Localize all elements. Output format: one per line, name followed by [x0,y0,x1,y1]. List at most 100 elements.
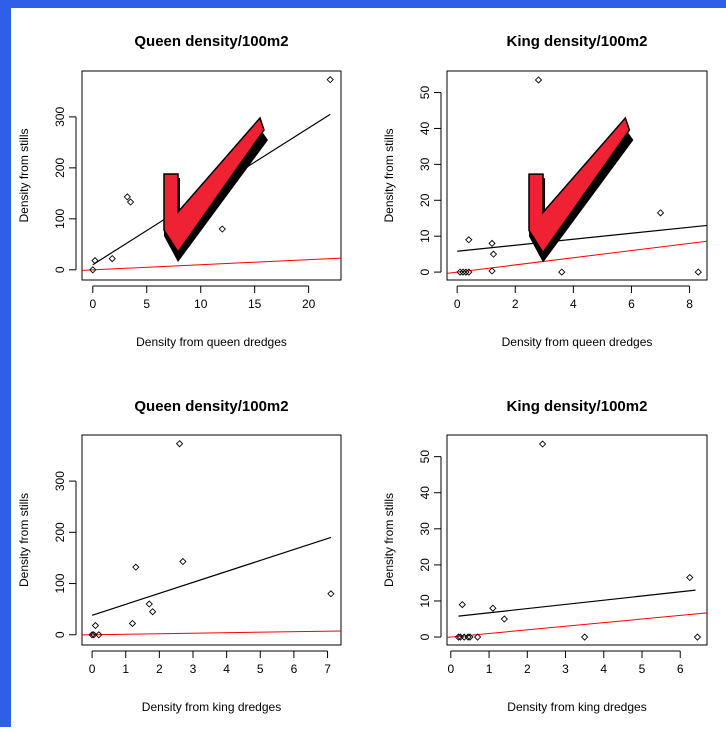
x-tick-label: 3 [562,662,569,676]
y-tick-label: 30 [418,157,432,171]
y-tick-label: 200 [53,522,67,542]
data-point [218,225,226,233]
x-tick-label: 6 [291,662,298,676]
data-point [148,608,157,616]
reference-line [447,240,707,274]
chart-panel-4: King density/100m2 0 1 2 3 4 5 6 0 10 20 30 40 50 Dens… [382,398,708,714]
x-tick-label: 4 [570,297,577,311]
x-axis-label: Density from queen dredges [502,335,653,349]
data-point [500,615,508,623]
x-tick-label: 5 [639,662,646,676]
data-point [327,590,335,598]
fit-line [91,536,332,616]
data-point [656,209,665,217]
data-point [175,440,184,448]
fit-line [457,224,707,252]
checkmark-face [528,116,631,254]
chart-title: Queen density/100m2 [134,33,288,50]
x-tick-label: 5 [257,662,264,676]
data-point [91,256,99,265]
x-tick-label: 3 [190,662,197,676]
y-axis-label: Density from stills [17,493,31,587]
y-tick-label: 20 [418,193,432,207]
y-tick-label: 0 [418,633,432,640]
x-axis-label: Density from king dredges [507,700,646,714]
x-tick-label: 2 [512,297,519,311]
y-tick-label: 40 [418,121,432,135]
chart-title: Queen density/100m2 [134,398,288,415]
data-point [459,268,467,276]
x-tick-label: 8 [686,297,693,311]
data-point [489,250,498,258]
data-point [465,268,473,276]
x-tick-label: 20 [302,297,316,311]
data-point [145,600,153,608]
data-point [462,268,470,276]
checkmark-icon [528,116,634,263]
data-point [456,633,465,641]
x-tick-label: 0 [89,662,96,676]
data-point [132,563,140,571]
data-point [466,633,474,641]
data-point [694,268,702,276]
x-tick-label: 5 [143,297,150,311]
data-point [538,440,547,448]
y-tick-label: 100 [53,573,67,593]
data-point [456,268,464,276]
x-tick-label: 1 [486,662,493,676]
y-tick-label: 10 [418,594,432,608]
x-axis-label: Density from king dredges [142,700,281,714]
x-tick-label: 15 [248,297,262,311]
data-point [108,254,116,263]
data-point [473,633,482,641]
data-point [558,268,566,276]
data-point [179,557,187,566]
left-frame-bar [0,0,11,727]
data-point [89,266,97,274]
data-point [454,633,463,641]
data-point [581,633,589,641]
plot-frame [446,70,708,281]
y-tick-label: 20 [418,558,432,572]
data-point [458,600,466,609]
reference-line [82,630,341,636]
plot-area: Queen density/100m2 0 5 10 15 20 0 100 200 300 Den… [11,8,726,727]
x-tick-label: 0 [89,297,96,311]
y-tick-label: 0 [53,266,67,273]
x-axis-label: Density from queen dredges [136,335,287,349]
checkmark-icon [163,116,268,262]
y-tick-label: 50 [418,86,432,100]
data-point [686,573,694,582]
chart-panel-3: Queen density/100m2 0 1 2 3 4 5 6 7 0 100 200 300 Den… [17,398,342,714]
x-tick-label: 4 [600,662,607,676]
y-tick-label: 10 [418,229,432,243]
y-tick-label: 0 [418,268,432,275]
data-point [326,76,334,84]
reference-line [82,257,341,271]
x-tick-label: 4 [223,662,230,676]
data-point [488,239,496,248]
data-point [693,633,702,641]
x-tick-label: 10 [194,297,208,311]
fit-line [458,589,696,617]
y-tick-label: 50 [418,450,432,464]
y-tick-label: 40 [418,486,432,500]
chart-title: King density/100m2 [507,398,648,415]
chart-panel-2: King density/100m2 0 2 4 6 8 0 10 20 30 40 50 Densit… [382,33,708,349]
reference-line [447,612,707,638]
top-frame-bar [0,0,726,8]
data-point [91,621,100,630]
data-point [123,193,131,201]
data-point [128,619,137,628]
y-tick-label: 300 [53,107,67,127]
x-tick-label: 0 [454,297,461,311]
data-point [534,76,543,84]
data-point [95,631,103,639]
checkmark-face [163,116,265,254]
data-point [489,604,497,612]
data-point [464,633,472,641]
x-tick-label: 6 [677,662,684,676]
chart-title: King density/100m2 [507,33,648,50]
